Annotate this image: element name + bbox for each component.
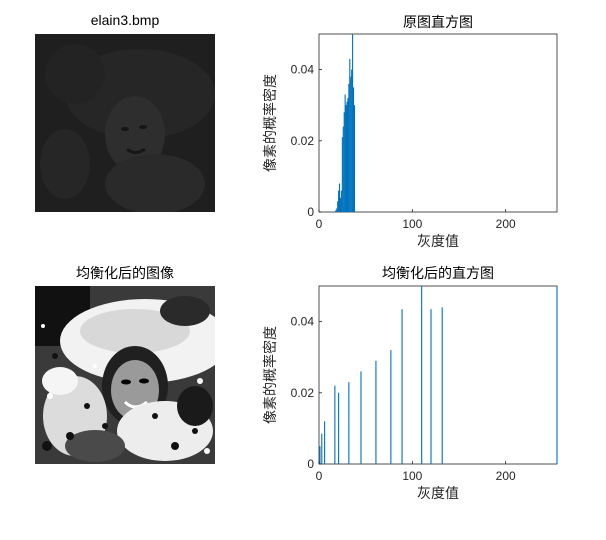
original-histogram-bar [338,190,340,212]
equalized-histogram-bar [421,286,423,464]
original-histogram-bar [335,210,337,212]
original-histogram-bar [347,98,349,212]
original-histogram-bar [345,105,347,212]
equalized-histogram-bar [348,382,350,464]
equalized-histogram-bar [556,286,558,464]
equalized-histogram-bar [321,433,323,464]
original-histogram-bar [351,69,353,212]
original-histogram-bar [348,83,350,212]
equalized-histogram-bar [441,307,443,464]
original-image [35,34,215,212]
panel-title-equalized-histogram: 均衡化后的直方图 [382,265,494,281]
equalized-image [35,286,215,464]
equalized-y-tick-label: 0 [307,457,314,471]
equalized-image-drawing [35,286,215,464]
original-x-tick-label: 100 [402,217,422,231]
original-histogram-bar [337,201,339,212]
panel-title-equalized-image: 均衡化后的图像 [76,265,174,281]
equalized-histogram-bar [375,360,377,464]
equalized-histogram-bar [334,385,336,464]
original-histogram-bar [336,208,338,212]
equalized-x-axis-label: 灰度值 [417,485,459,501]
original-histogram-bar [342,126,344,212]
original-x-axis-label: 灰度值 [417,233,459,249]
original-histogram-bar [339,197,342,212]
original-histogram-bar [338,183,341,212]
original-y-axis-label: 像素的概率密度 [262,74,278,172]
original-histogram-bar [353,105,356,212]
equalized-histogram-bar [390,350,392,464]
original-plot-area [318,33,558,213]
panel-title-original-image: elain3.bmp [90,12,160,28]
original-y-tick-label: 0 [307,205,314,219]
original-y-tick-label: 0.02 [291,134,315,148]
original-histogram-bar [346,101,348,212]
equalized-y-tick-label: 0.04 [291,315,315,329]
equalized-histogram-bar [319,446,321,464]
equalized-x-tick-label: 0 [316,469,323,483]
equalized-histogram-bar [338,392,340,464]
equalized-x-tick-label: 200 [496,469,516,483]
original-x-tick-label: 200 [496,217,516,231]
original-histogram-bar [344,94,346,212]
original-histogram-bar [340,190,342,212]
original-y-tick-label: 0.04 [291,63,315,77]
equalized-y-axis-label: 像素的概率密度 [262,326,278,424]
original-image-drawing [35,34,215,212]
equalized-histogram-bar [401,309,403,464]
original-histogram-bar [341,137,343,212]
equalized-histogram-bar [324,421,326,464]
original-histogram-bar [349,58,351,212]
original-histogram-chart: 0 100 200 0 0.02 0.04 灰度值 像素的概率密度 [262,33,558,249]
panel-title-original-histogram: 原图直方图 [403,14,473,30]
original-histogram-bar [343,112,345,212]
original-histogram-bar [352,87,355,212]
equalized-histogram-bar [360,371,362,464]
equalized-y-tick-label: 0.02 [291,386,315,400]
original-histogram-bar [352,34,354,212]
equalized-plot-area [318,285,558,465]
original-x-tick-label: 0 [316,217,323,231]
original-histogram-bar [350,76,352,212]
equalized-x-tick-label: 100 [402,469,422,483]
equalized-histogram-bar [430,309,432,464]
